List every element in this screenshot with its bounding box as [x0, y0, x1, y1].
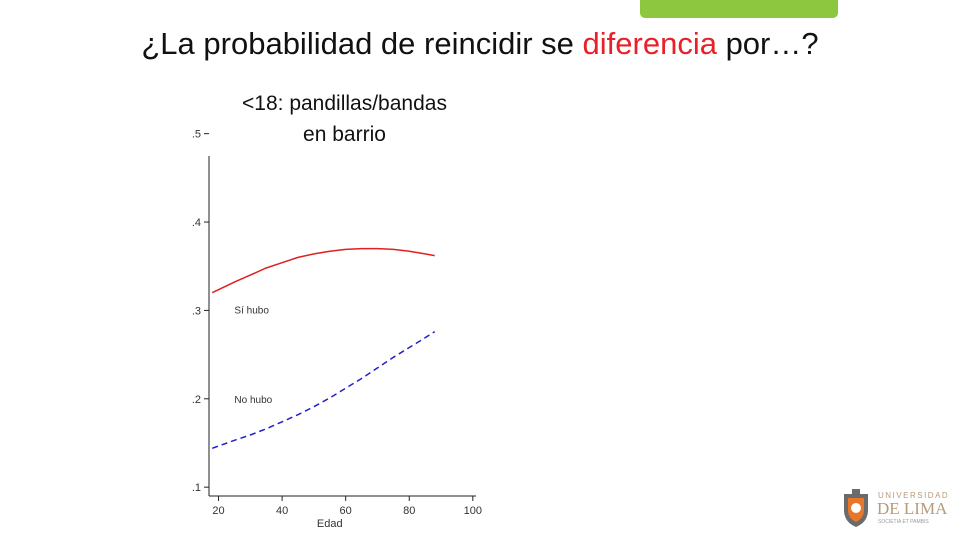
x-tick-label: 20 — [212, 505, 224, 517]
x-tick-label: 100 — [464, 505, 482, 517]
series-label-1: No hubo — [234, 395, 272, 406]
y-tick-label: .3 — [192, 305, 201, 317]
title-text-before: ¿La probabilidad de reincidir se — [141, 26, 583, 61]
logo-line3: SOCIETIA ET PAMBIS — [878, 519, 929, 525]
x-tick-label: 80 — [403, 505, 415, 517]
y-tick-label: .1 — [192, 482, 201, 494]
y-tick-label: .4 — [192, 217, 201, 229]
x-tick-label: 40 — [276, 505, 288, 517]
series-line-0 — [211, 247, 435, 294]
logo-line1: UNIVERSIDAD — [878, 491, 950, 500]
crest-icon — [844, 489, 868, 527]
x-axis-label: Edad — [317, 518, 343, 530]
series-label-0: Sí hubo — [234, 306, 269, 317]
title-text-after: por…? — [716, 26, 819, 61]
logo-line2: DE LIMA — [877, 499, 948, 518]
university-logo: UNIVERSIDAD DE LIMA SOCIETIA ET PAMBIS — [838, 488, 960, 530]
chart-title-line2: en barrio — [303, 123, 386, 146]
chart-title-line1: <18: pandillas/bandas — [242, 92, 447, 115]
chart-title: <18: pandillas/bandas en barrio — [212, 88, 477, 150]
title-text-highlight: diferencia — [582, 26, 717, 61]
accent-tab — [640, 0, 838, 18]
y-tick-label: .2 — [192, 394, 201, 406]
series-line-1 — [211, 330, 436, 450]
x-tick-label: 60 — [340, 505, 352, 517]
slide-title: ¿La probabilidad de reincidir se diferen… — [0, 26, 960, 62]
y-tick-label: .5 — [192, 129, 201, 141]
